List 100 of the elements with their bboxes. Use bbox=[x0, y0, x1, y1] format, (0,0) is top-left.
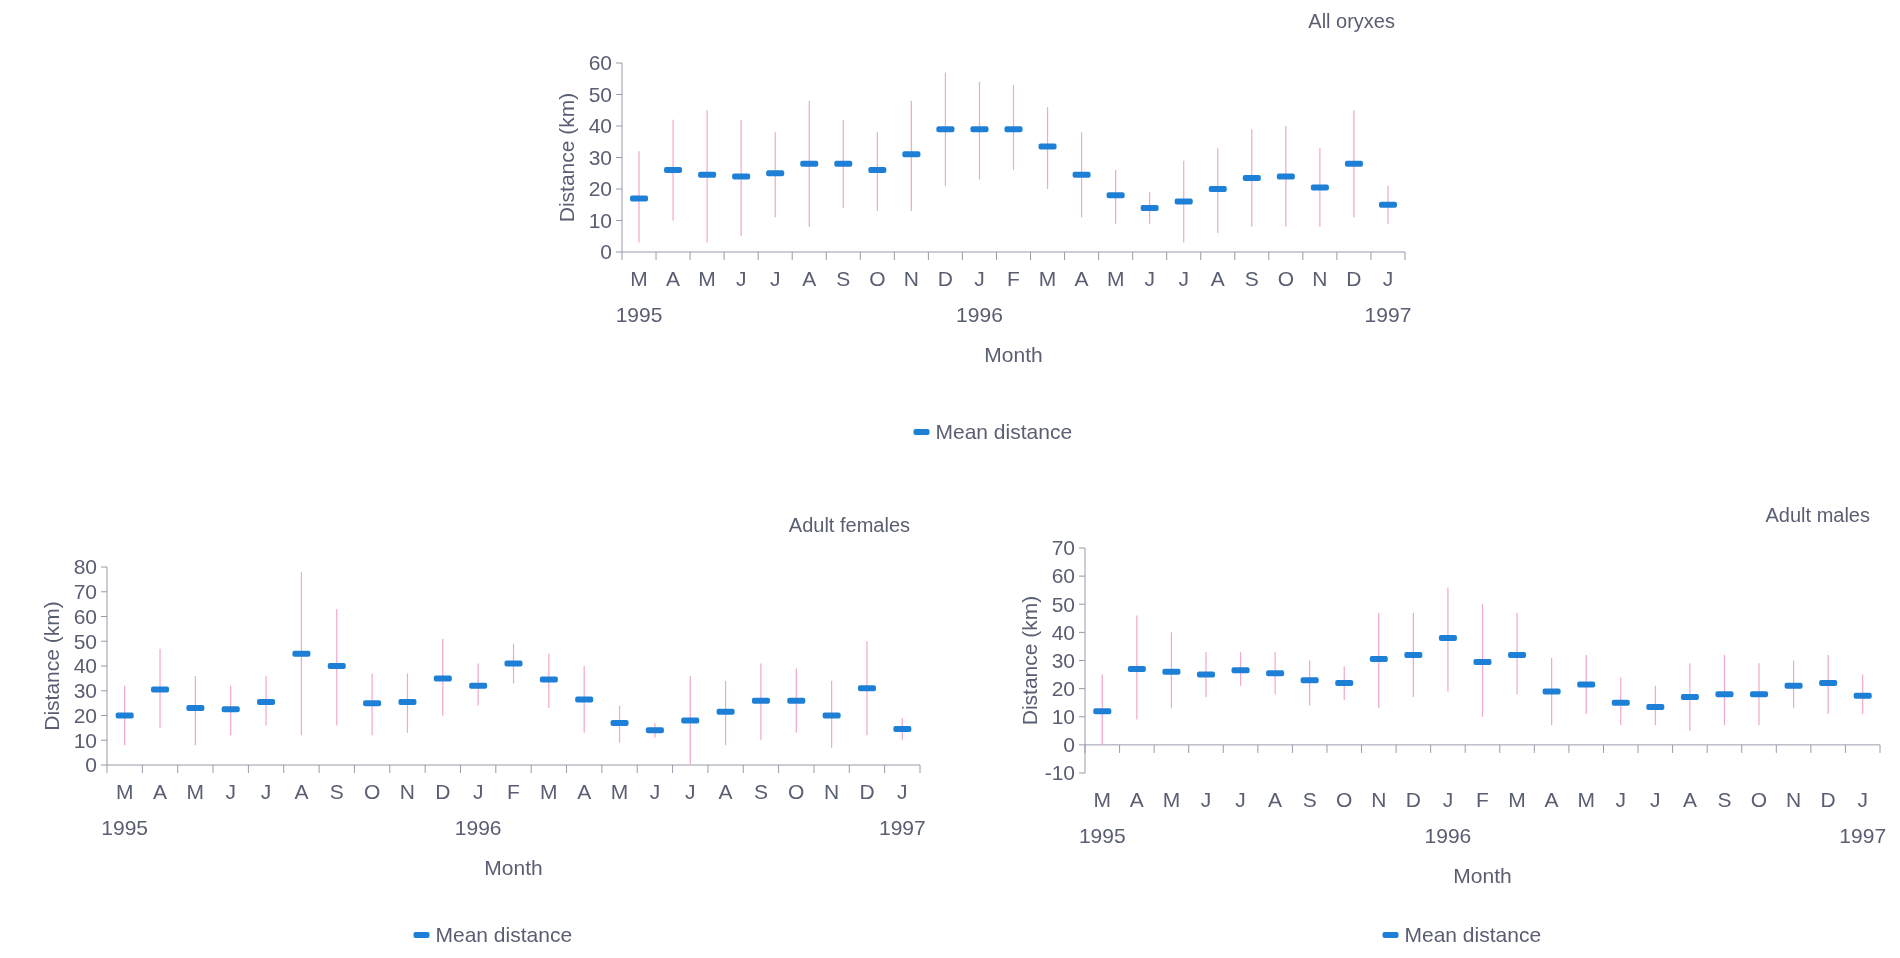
x-tick-label: J bbox=[1144, 267, 1155, 290]
y-axis-title: Distance (km) bbox=[1018, 595, 1041, 726]
x-tick-label: O bbox=[363, 780, 381, 803]
x-tick-label: F bbox=[507, 780, 520, 803]
y-tick-label: 20 bbox=[1051, 676, 1075, 700]
x-tick-label: O bbox=[1336, 788, 1353, 811]
x-tick-label: M bbox=[1508, 788, 1526, 811]
y-tick-label: 40 bbox=[1051, 620, 1075, 644]
y-tick-label: 30 bbox=[588, 145, 612, 169]
x-tick-label: A bbox=[153, 780, 168, 803]
x-tick-label: M 1995 bbox=[101, 780, 149, 839]
x-axis-title: Month bbox=[1453, 864, 1512, 887]
x-tick-label: J bbox=[1650, 788, 1661, 811]
chart-title: Adult males bbox=[1765, 504, 1870, 526]
legend-label: Mean distance bbox=[935, 420, 1073, 444]
x-tick-label: J bbox=[1235, 788, 1246, 811]
y-tick-label: 20 bbox=[73, 703, 97, 727]
x-tick-label: A bbox=[1129, 788, 1144, 811]
x-tick-label: J bbox=[1178, 267, 1189, 290]
x-tick-label: J bbox=[225, 780, 236, 803]
x-tick-label: M bbox=[1038, 267, 1057, 290]
x-tick-label: A bbox=[1544, 788, 1559, 811]
x-tick-label: M bbox=[610, 780, 629, 803]
x-tick-label: N bbox=[399, 780, 416, 803]
x-tick-label: J 1996 bbox=[454, 780, 502, 839]
x-tick-label: S bbox=[753, 780, 768, 803]
x-tick-label: M bbox=[698, 267, 716, 290]
x-tick-label: D bbox=[435, 780, 451, 803]
y-tick-label: 70 bbox=[1051, 536, 1075, 560]
x-tick-label: J 1996 bbox=[956, 267, 1003, 326]
y-tick-label: 50 bbox=[588, 82, 612, 106]
y-tick-label: 50 bbox=[73, 629, 97, 653]
x-tick-label: F bbox=[1007, 267, 1020, 290]
x-tick-label: J 1996 bbox=[1424, 788, 1472, 847]
x-tick-label: J bbox=[649, 780, 661, 803]
x-tick-label: J bbox=[769, 267, 781, 290]
x-tick-label: J bbox=[1200, 788, 1212, 811]
x-tick-label: J bbox=[684, 780, 696, 803]
y-tick-label: 60 bbox=[1051, 564, 1075, 588]
x-tick-label: S bbox=[1717, 788, 1732, 811]
x-tick-label: A bbox=[1074, 267, 1089, 290]
x-tick-label: D bbox=[937, 267, 953, 290]
x-tick-label: O bbox=[869, 267, 886, 290]
y-tick-label: 0 bbox=[1063, 733, 1075, 757]
x-tick-label: N bbox=[1312, 267, 1328, 290]
x-tick-label: J 1997 bbox=[1364, 267, 1412, 326]
x-tick-label: M bbox=[1106, 267, 1125, 290]
x-tick-label: A bbox=[802, 267, 817, 290]
chart-title: All oryxes bbox=[1308, 10, 1395, 32]
y-tick-label: 30 bbox=[73, 679, 97, 703]
x-tick-label: M 1995 bbox=[615, 267, 663, 326]
x-tick-label: J bbox=[735, 267, 747, 290]
x-tick-label: N bbox=[824, 780, 840, 803]
x-tick-label: D bbox=[1820, 788, 1836, 811]
y-tick-label: 0 bbox=[600, 240, 612, 264]
x-tick-label: J bbox=[260, 780, 272, 803]
y-tick-label: 80 bbox=[73, 555, 97, 579]
x-tick-label: D bbox=[1346, 267, 1362, 290]
x-tick-label: O bbox=[1277, 267, 1295, 290]
legend-label: Mean distance bbox=[1404, 923, 1542, 947]
chart-title: Adult females bbox=[788, 514, 910, 536]
y-tick-label: 40 bbox=[588, 114, 612, 138]
legend-label: Mean distance bbox=[435, 923, 573, 947]
x-tick-label: M bbox=[186, 780, 205, 803]
y-tick-label: 40 bbox=[73, 654, 97, 678]
x-tick-label: A bbox=[718, 780, 733, 803]
x-tick-label: S bbox=[329, 780, 344, 803]
y-tick-label: 20 bbox=[588, 177, 612, 201]
y-tick-label: 60 bbox=[588, 51, 612, 75]
x-tick-label: D bbox=[1405, 788, 1421, 811]
x-tick-label: S bbox=[1302, 788, 1317, 811]
x-tick-label: F bbox=[1476, 788, 1489, 811]
x-tick-label: M 1995 bbox=[1078, 788, 1126, 847]
x-tick-label: J 1997 bbox=[878, 780, 926, 839]
x-tick-label: O bbox=[788, 780, 805, 803]
y-axis-title: Distance (km) bbox=[555, 92, 578, 223]
x-tick-label: A bbox=[294, 780, 309, 803]
x-tick-label: N bbox=[1371, 788, 1387, 811]
y-tick-label: 10 bbox=[1051, 705, 1075, 729]
x-tick-label: A bbox=[1682, 788, 1697, 811]
x-axis-title: Month bbox=[984, 343, 1043, 366]
y-tick-label: 70 bbox=[73, 580, 97, 604]
x-tick-label: J 1997 bbox=[1839, 788, 1887, 847]
x-tick-label: J bbox=[1615, 788, 1627, 811]
x-tick-label: A bbox=[1268, 788, 1283, 811]
x-tick-label: A bbox=[577, 780, 592, 803]
x-tick-label: S bbox=[1244, 267, 1259, 290]
x-tick-label: N bbox=[903, 267, 919, 290]
x-tick-label: M bbox=[1577, 788, 1595, 811]
x-tick-label: S bbox=[836, 267, 851, 290]
y-tick-label: 50 bbox=[1051, 592, 1075, 616]
x-axis-title: Month bbox=[484, 856, 543, 879]
x-tick-label: A bbox=[666, 267, 681, 290]
x-tick-label: O bbox=[1750, 788, 1768, 811]
y-tick-label: 10 bbox=[73, 728, 97, 752]
x-tick-label: A bbox=[1210, 267, 1225, 290]
x-tick-label: D bbox=[859, 780, 875, 803]
y-axis-title: Distance (km) bbox=[40, 601, 63, 731]
x-tick-label: M bbox=[1162, 788, 1181, 811]
y-tick-label: 10 bbox=[588, 208, 612, 232]
